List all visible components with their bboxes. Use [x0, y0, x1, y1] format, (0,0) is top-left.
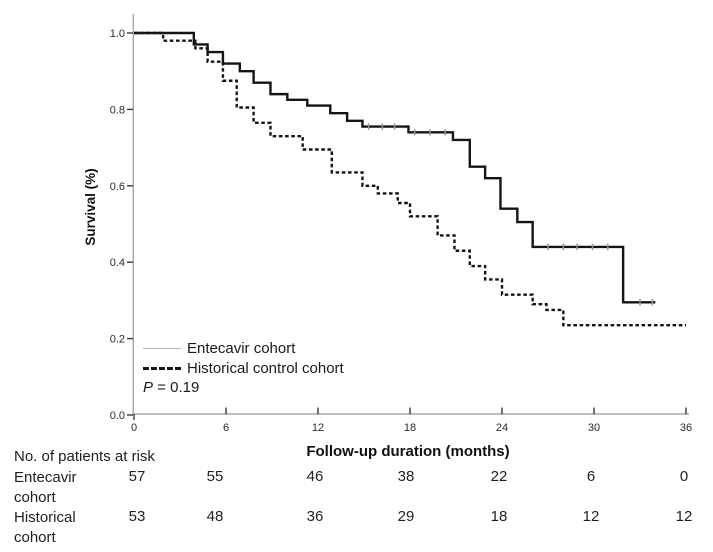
risk-count: 6 — [586, 468, 596, 485]
solid-line-sample — [143, 347, 181, 349]
y-tick-label: 0.4 — [110, 257, 125, 269]
x-tick-label: 12 — [312, 422, 324, 434]
x-tick-label: 30 — [588, 422, 600, 434]
y-axis-title: Survival (%) — [83, 168, 98, 246]
risk-count: 0 — [679, 468, 689, 485]
x-tick-label: 36 — [680, 422, 692, 434]
legend-item-entecavir: Entecavir cohort — [143, 338, 344, 358]
risk-count: 38 — [397, 468, 415, 485]
legend: Entecavir cohort Historical control coho… — [143, 338, 344, 398]
risk-count: 12 — [582, 508, 600, 525]
risk-row-label-historical: Historical cohort — [14, 508, 76, 548]
p-symbol: P — [143, 379, 154, 396]
x-axis-title: Follow-up duration (months) — [306, 443, 510, 460]
dashed-line-sample — [143, 366, 181, 370]
y-tick-label: 0.2 — [110, 334, 125, 346]
risk-count: 36 — [306, 508, 324, 525]
risk-row-label-line2: cohort — [14, 489, 56, 506]
p-value-text: = 0.19 — [153, 379, 200, 396]
risk-count: 12 — [675, 508, 693, 525]
risk-count: 29 — [397, 508, 415, 525]
historical-control-curve — [134, 31, 686, 327]
y-tick-label: 1.0 — [110, 28, 125, 40]
y-tick-label: 0.6 — [110, 181, 125, 193]
y-tick-label: 0.8 — [110, 104, 125, 116]
p-value-annotation: P = 0.19 — [143, 378, 344, 398]
x-tick-label: 6 — [223, 422, 229, 434]
risk-row-label-entecavir: Entecavir cohort — [14, 468, 77, 508]
risk-row-label-line2: cohort — [14, 529, 56, 546]
y-tick-label: 0.0 — [110, 410, 125, 422]
risk-count: 53 — [128, 508, 146, 525]
risk-count: 22 — [490, 468, 508, 485]
risk-row-label-line1: Entecavir — [14, 469, 77, 486]
risk-row-label-line1: Historical — [14, 509, 76, 526]
legend-label-entecavir: Entecavir cohort — [187, 339, 296, 357]
x-tick-label: 18 — [404, 422, 416, 434]
legend-label-historical: Historical control cohort — [187, 359, 344, 377]
legend-item-historical: Historical control cohort — [143, 358, 344, 378]
risk-count: 18 — [490, 508, 508, 525]
risk-table-title: No. of patients at risk — [14, 448, 155, 465]
risk-count: 57 — [128, 468, 146, 485]
risk-count: 55 — [206, 468, 224, 485]
entecavir-curve — [134, 31, 656, 304]
risk-count: 48 — [206, 508, 224, 525]
survival-plot: 0.0 0.2 0.4 0.6 0.8 1.0 0 6 12 18 24 30 36 — [110, 14, 692, 434]
x-tick-label: 24 — [496, 422, 508, 434]
x-tick-label: 0 — [131, 422, 137, 434]
risk-count: 46 — [306, 468, 324, 485]
